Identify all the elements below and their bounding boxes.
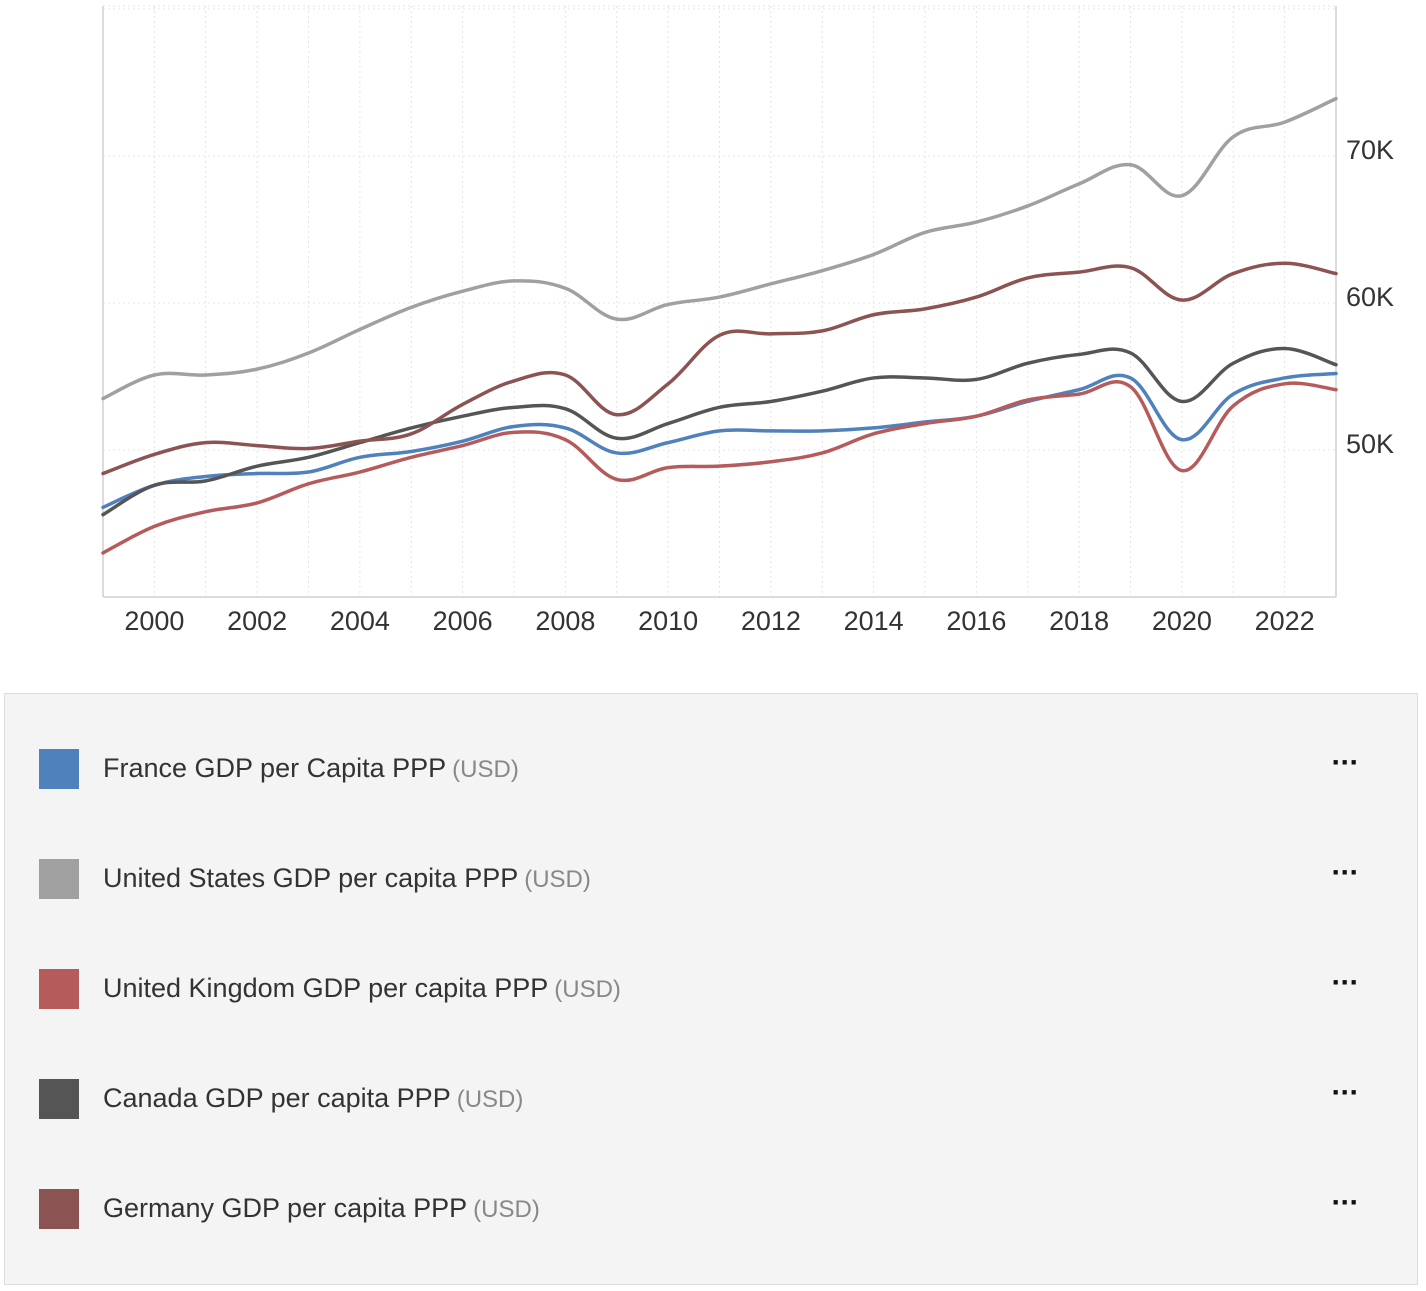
series-line-france[interactable] xyxy=(101,371,1338,510)
series-line-united-kingdom[interactable] xyxy=(101,380,1338,555)
y-tick-label: 70K xyxy=(1346,135,1394,165)
more-options-icon[interactable]: ··· xyxy=(1331,856,1360,889)
y-tick-label: 60K xyxy=(1346,282,1394,312)
more-options-icon[interactable]: ··· xyxy=(1331,1076,1360,1109)
legend-unit-united-states: (USD) xyxy=(524,866,591,893)
line-chart: 2000 2002 2004 2006 2008 2010 2012 2014 2016 2018… xyxy=(101,5,1394,636)
legend-label-canada: Canada GDP per capita PPP xyxy=(103,1083,451,1113)
legend-item-united-kingdom[interactable]: United Kingdom GDP per capita PPP (USD) ·… xyxy=(5,960,1417,1020)
more-options-icon[interactable]: ··· xyxy=(1331,966,1360,999)
legend-unit-canada: (USD) xyxy=(456,1086,524,1113)
legend-swatch-france xyxy=(39,749,79,789)
x-tick-label: 2000 xyxy=(124,606,184,636)
legend-label-france: France GDP per Capita PPP xyxy=(103,753,447,783)
chart-area: 2000 2002 2004 2006 2008 2010 2012 2014 2016 2018… xyxy=(101,5,1394,636)
series-line-united-states[interactable] xyxy=(101,96,1338,401)
x-tick-label: 2016 xyxy=(946,606,1006,636)
legend-swatch-united-states xyxy=(39,859,79,899)
legend-unit-germany: (USD) xyxy=(473,1196,540,1223)
legend: France GDP per Capita PPP (USD) ··· Unite… xyxy=(4,693,1418,1285)
x-tick-label: 2008 xyxy=(535,606,595,636)
x-tick-label: 2012 xyxy=(741,606,801,636)
y-tick-label: 50K xyxy=(1346,429,1394,459)
legend-item-canada[interactable]: Canada GDP per capita PPP (USD) ··· xyxy=(5,1070,1417,1130)
x-tick-label: 2020 xyxy=(1152,606,1212,636)
more-options-icon[interactable]: ··· xyxy=(1331,746,1360,779)
legend-swatch-canada xyxy=(39,1079,79,1119)
series-line-germany[interactable] xyxy=(101,261,1338,476)
legend-item-germany[interactable]: Germany GDP per capita PPP (USD) ··· xyxy=(5,1180,1417,1240)
x-tick-label: 2004 xyxy=(330,606,390,636)
legend-label-united-kingdom: United Kingdom GDP per capita PPP xyxy=(103,973,549,1003)
legend-label-united-states: United States GDP per capita PPP xyxy=(103,863,519,893)
more-options-icon[interactable]: ··· xyxy=(1331,1186,1360,1219)
x-tick-label: 2010 xyxy=(638,606,698,636)
grid xyxy=(102,5,1337,598)
legend-label-germany: Germany GDP per capita PPP xyxy=(103,1193,468,1223)
legend-item-france[interactable]: France GDP per Capita PPP (USD) ··· xyxy=(5,740,1417,800)
tick-labels: 2000 2002 2004 2006 2008 2010 2012 2014 2016 2018… xyxy=(124,135,1394,636)
series-lines xyxy=(101,96,1338,555)
x-tick-label: 2006 xyxy=(433,606,493,636)
x-tick-label: 2002 xyxy=(227,606,287,636)
legend-swatch-united-kingdom xyxy=(39,969,79,1009)
legend-unit-france: (USD) xyxy=(452,756,519,783)
legend-swatch-germany xyxy=(39,1189,79,1229)
x-tick-label: 2022 xyxy=(1255,606,1315,636)
series-line-canada[interactable] xyxy=(101,346,1338,517)
legend-item-united-states[interactable]: United States GDP per capita PPP (USD) ··… xyxy=(5,850,1417,910)
legend-unit-united-kingdom: (USD) xyxy=(554,976,621,1003)
x-tick-label: 2018 xyxy=(1049,606,1109,636)
axes xyxy=(102,6,1337,598)
x-tick-label: 2014 xyxy=(844,606,904,636)
